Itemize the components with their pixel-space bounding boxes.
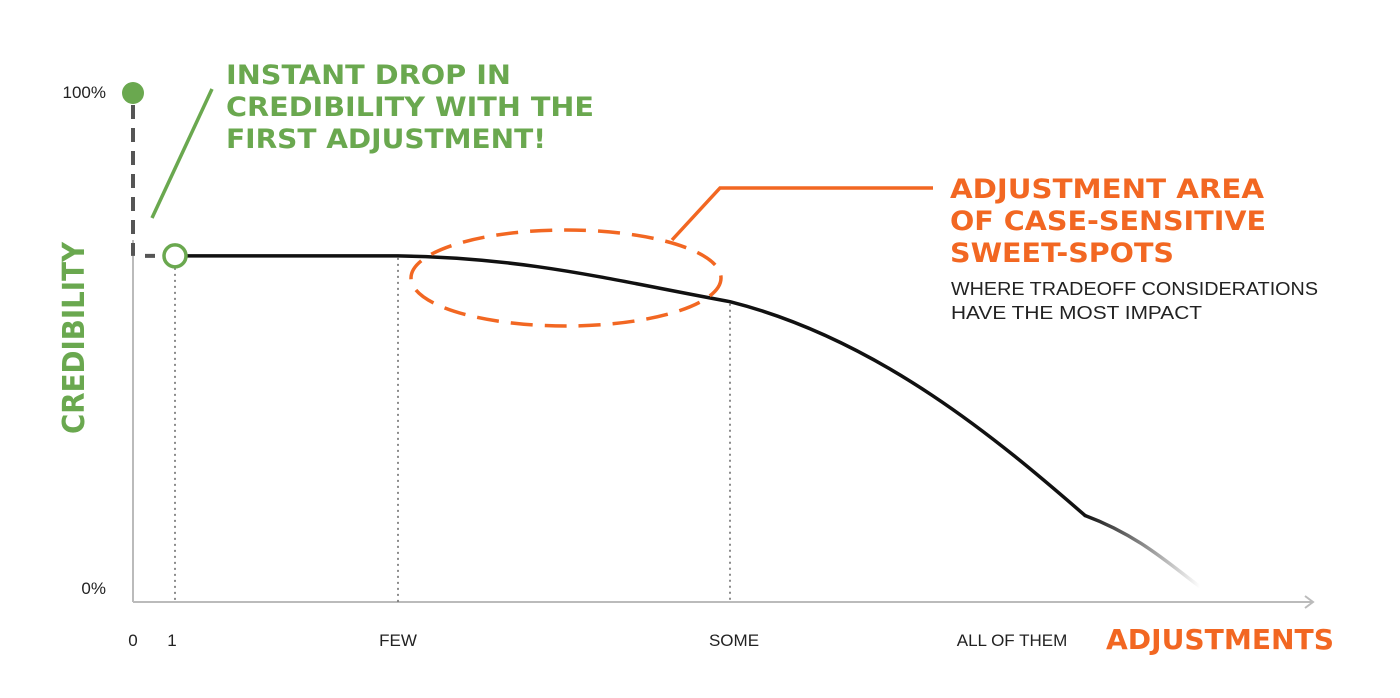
sweet-spot-callout-line [670,186,933,242]
x-axis-arrow-icon [1304,595,1315,609]
start-point-marker [122,82,144,104]
x-axis-title: ADJUSTMENTS [1106,623,1334,656]
instant-drop-callout-line [150,88,214,219]
x-tick-all: ALL OF THEM [957,631,1068,650]
x-tick-0: 0 [128,631,137,650]
instant-drop-line-1: INSTANT DROP IN [226,60,511,91]
y-axis-title: CREDIBILITY [57,241,92,434]
sweet-spot-title-line-3: SWEET-SPOTS [950,238,1174,269]
x-tick-1: 1 [167,631,176,650]
sweet-spot-subtitle-line-1: WHERE TRADEOFF CONSIDERATIONS [951,279,1318,299]
instant-drop-line-2: CREDIBILITY WITH THE [226,92,594,123]
sweet-spot-title-line-1: ADJUSTMENT AREA [950,174,1264,205]
y-tick-0: 0% [81,579,106,598]
sweet-spot-ellipse [409,228,723,328]
sweet-spot-subtitle-line-2: HAVE THE MOST IMPACT [951,303,1202,323]
instant-drop-line-3: FIRST ADJUSTMENT! [226,124,546,155]
x-tick-few: FEW [379,631,417,650]
sweet-spot-title-line-2: OF CASE-SENSITIVE [950,206,1266,237]
y-tick-100: 100% [63,83,106,102]
credibility-curve [184,254,1087,518]
first-adjustment-marker [162,243,188,269]
credibility-curve-fade [1083,513,1202,589]
drop-lines [174,257,731,602]
x-tick-some: SOME [709,631,759,650]
